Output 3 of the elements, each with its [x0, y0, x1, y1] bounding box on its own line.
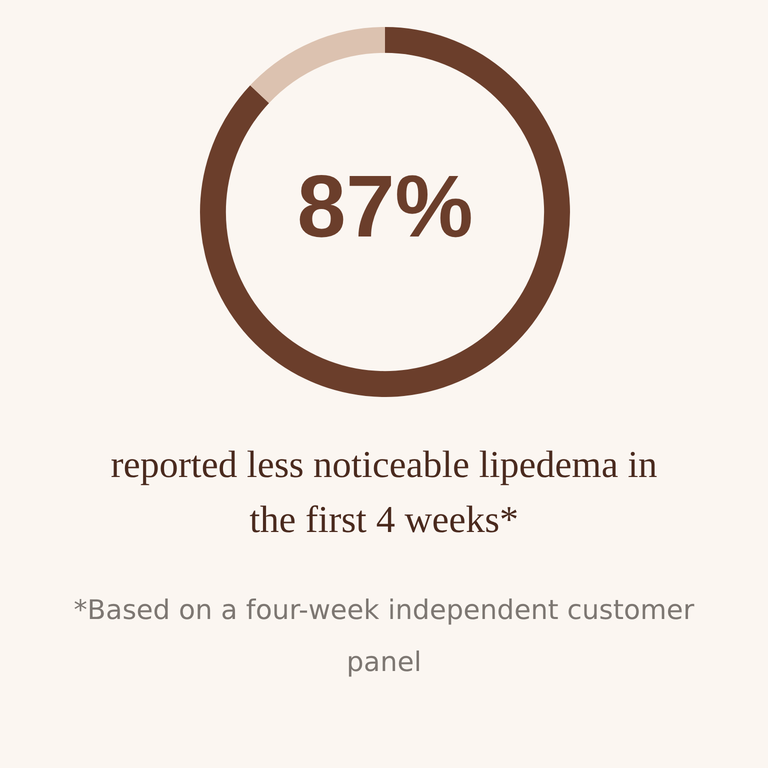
data-label: 87% [296, 156, 474, 256]
text: *Based on a four-week independent customer panel [72, 594, 696, 680]
text: reported less noticeable lipedema in the first 4 weeks* [110, 443, 658, 543]
